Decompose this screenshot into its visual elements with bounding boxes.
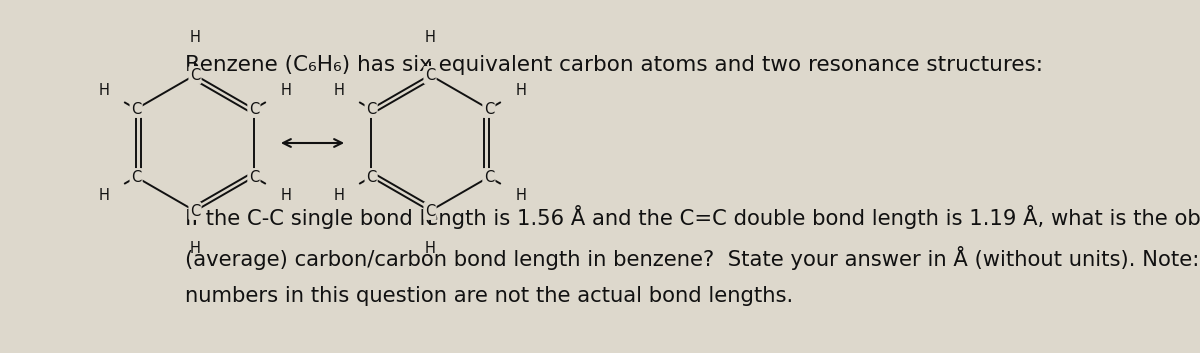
Text: C: C [131, 169, 142, 185]
Text: C: C [484, 102, 494, 116]
Text: H: H [190, 30, 200, 45]
Text: C: C [425, 203, 436, 219]
Text: H: H [98, 188, 109, 203]
Text: H: H [190, 241, 200, 256]
Text: If the C-C single bond length is 1.56 Å and the C=C double bond length is 1.19 Å: If the C-C single bond length is 1.56 Å … [185, 205, 1200, 229]
Text: Benzene (C₆H₆) has six equivalent carbon atoms and two resonance structures:: Benzene (C₆H₆) has six equivalent carbon… [185, 55, 1043, 74]
Text: H: H [425, 241, 436, 256]
Text: H: H [425, 30, 436, 45]
Text: H: H [98, 83, 109, 98]
Text: C: C [190, 203, 200, 219]
Text: C: C [248, 169, 259, 185]
Text: H: H [281, 188, 292, 203]
Text: H: H [281, 83, 292, 98]
Text: C: C [190, 67, 200, 83]
Text: C: C [425, 67, 436, 83]
Text: H: H [516, 83, 527, 98]
Text: numbers in this question are not the actual bond lengths.: numbers in this question are not the act… [185, 286, 793, 306]
Text: H: H [516, 188, 527, 203]
Text: H: H [334, 83, 344, 98]
Text: C: C [484, 169, 494, 185]
Text: C: C [366, 169, 377, 185]
Text: C: C [131, 102, 142, 116]
Text: H: H [334, 188, 344, 203]
Text: C: C [366, 102, 377, 116]
Text: (average) carbon/carbon bond length in benzene?  State your answer in Å (without: (average) carbon/carbon bond length in b… [185, 246, 1200, 270]
Text: C: C [248, 102, 259, 116]
